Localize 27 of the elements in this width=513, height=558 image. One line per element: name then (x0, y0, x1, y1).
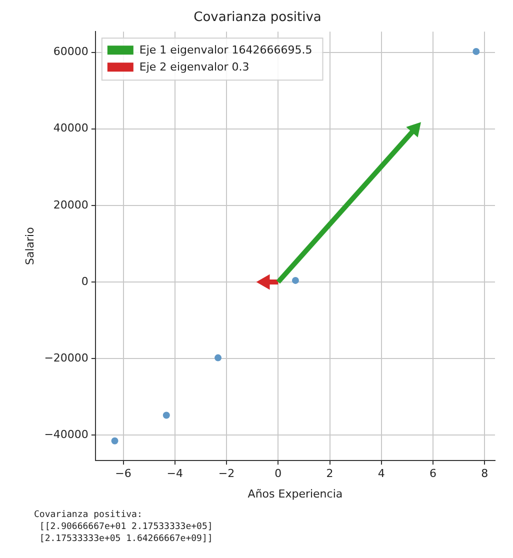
text: [[2.90666667e+01 2.17533333e+05] (38, 521, 214, 533)
x-tick-label: 4 (378, 467, 385, 480)
point (111, 437, 118, 444)
point (292, 276, 299, 284)
x-tick-label: 8 (481, 467, 488, 480)
x-tick-label: 0 (274, 467, 282, 480)
point (472, 48, 480, 56)
y-tick-label: 20000 (53, 198, 88, 212)
y-tick-label: 0 (81, 274, 88, 288)
y-tick-label: 60000 (53, 45, 88, 58)
y-tick-label: −20000 (44, 351, 88, 364)
x-tick-label: 2 (326, 467, 334, 480)
text: [2.17533333e+05 1.64266667e+09]] (38, 533, 214, 545)
legend-label: Eje 2 eigenvalor 0.3 (139, 60, 250, 74)
x-tick-label: −6 (115, 467, 132, 480)
x-tick-label: 6 (430, 467, 437, 480)
x-axis-title: Años Experiencia (248, 487, 343, 500)
y-tick-label: −40000 (44, 428, 88, 441)
y-axis-title: Salario (23, 226, 36, 266)
y-tick-label: 40000 (53, 122, 88, 135)
point (162, 412, 170, 419)
legend-label: Eje 1 eigenvalor 1642666695.5 (139, 43, 312, 56)
point (214, 354, 222, 362)
chart-title: Covarianza positiva (194, 10, 322, 26)
x-tick-label: −4 (166, 467, 184, 480)
x-tick-label: −2 (218, 467, 235, 480)
text: Covarianza positiva: (34, 509, 144, 521)
